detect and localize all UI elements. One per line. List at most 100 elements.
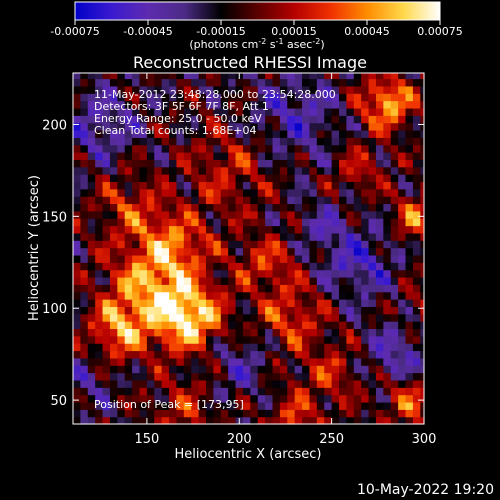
heatmap-cell: [198, 306, 207, 315]
heatmap-cell: [154, 73, 163, 80]
heatmap-cell: [287, 232, 296, 241]
y-tick-label: 150: [42, 210, 67, 225]
heatmap-cell: [146, 269, 155, 278]
heatmap-cell: [213, 159, 222, 168]
heatmap-cell: [420, 379, 425, 388]
heatmap-cell: [109, 328, 118, 337]
heatmap-cell: [80, 174, 89, 183]
heatmap-cell: [383, 188, 392, 197]
heatmap-cell: [132, 306, 141, 315]
heatmap-cell: [420, 343, 425, 352]
heatmap-cell: [87, 107, 96, 116]
heatmap-cell: [198, 78, 207, 87]
heatmap-cell: [191, 78, 200, 87]
heatmap-cell: [420, 372, 425, 381]
heatmap-cell: [324, 401, 333, 410]
heatmap-cell: [250, 93, 259, 102]
heatmap-cell: [390, 240, 399, 249]
heatmap-cell: [198, 284, 207, 293]
heatmap-cell: [405, 291, 414, 300]
heatmap-cell: [339, 107, 348, 116]
heatmap-cell: [331, 188, 340, 197]
heatmap-cell: [375, 122, 384, 131]
heatmap-cell: [198, 232, 207, 241]
heatmap-cell: [368, 299, 377, 307]
heatmap-cell: [124, 321, 133, 330]
heatmap-cell: [183, 357, 192, 366]
heatmap-cell: [220, 210, 229, 219]
heatmap-cell: [154, 203, 163, 212]
heatmap-cell: [353, 365, 362, 374]
heatmap-cell: [398, 343, 407, 352]
heatmap-cell: [95, 73, 104, 80]
heatmap-cell: [146, 122, 155, 131]
heatmap-cell: [287, 152, 296, 160]
heatmap-cell: [420, 284, 425, 293]
heatmap-cell: [294, 100, 303, 109]
heatmap-cell: [302, 78, 311, 87]
heatmap-cell: [279, 328, 288, 337]
heatmap-cell: [265, 254, 274, 263]
heatmap-cell: [73, 188, 81, 197]
heatmap-cell: [242, 372, 251, 381]
heatmap-cell: [309, 100, 318, 109]
heatmap-cell: [235, 276, 244, 285]
heatmap-cell: [169, 343, 178, 352]
heatmap-cell: [412, 240, 421, 249]
heatmap-cell: [183, 188, 192, 197]
heatmap-cell: [235, 254, 244, 263]
heatmap-cell: [213, 122, 222, 131]
heatmap-cell: [257, 350, 266, 359]
heatmap-cell: [250, 328, 259, 337]
heatmap-cell: [405, 218, 414, 227]
heatmap-cell: [383, 144, 392, 153]
heatmap-cell: [161, 357, 170, 366]
heatmap-cell: [368, 122, 377, 131]
heatmap-cell: [146, 73, 155, 80]
heatmap-cell: [191, 401, 200, 410]
heatmap-cell: [235, 401, 244, 410]
heatmap-cell: [316, 247, 325, 256]
heatmap-cell: [250, 276, 259, 285]
heatmap-cell: [331, 107, 340, 116]
heatmap-cell: [109, 232, 118, 241]
heatmap-cell: [420, 85, 425, 94]
heatmap-cell: [309, 313, 318, 322]
heatmap-cell: [176, 387, 185, 396]
heatmap-cell: [346, 350, 355, 359]
heatmap-cell: [146, 188, 155, 197]
heatmap-cell: [191, 232, 200, 241]
heatmap-cell: [250, 240, 259, 249]
heatmap-cell: [287, 335, 296, 344]
heatmap-cell: [353, 321, 362, 330]
heatmap-cell: [383, 100, 392, 109]
heatmap-cell: [361, 115, 370, 124]
heatmap-cell: [132, 262, 141, 271]
heatmap-cell: [316, 409, 325, 418]
heatmap-cell: [109, 306, 118, 315]
heatmap-cell: [316, 137, 325, 146]
heatmap-cell: [405, 379, 414, 388]
heatmap-cell: [228, 73, 237, 80]
heatmap-cell: [73, 387, 81, 396]
heatmap-cell: [80, 343, 89, 352]
heatmap-cell: [324, 387, 333, 396]
heatmap-cell: [80, 100, 89, 109]
heatmap-cell: [294, 85, 303, 94]
heatmap-cell: [420, 328, 425, 337]
heatmap-cell: [109, 262, 118, 271]
heatmap-cell: [183, 343, 192, 352]
heatmap-cell: [154, 225, 163, 234]
heatmap-cell: [316, 254, 325, 263]
heatmap-cell: [161, 232, 170, 241]
heatmap-cell: [220, 335, 229, 344]
heatmap-cell: [309, 210, 318, 219]
heatmap-cell: [250, 100, 259, 109]
heatmap-cell: [220, 401, 229, 410]
heatmap-cell: [176, 144, 185, 153]
heatmap-cell: [339, 152, 348, 160]
heatmap-cell: [220, 328, 229, 337]
heatmap-cell: [139, 321, 148, 330]
heatmap-cell: [169, 203, 178, 212]
